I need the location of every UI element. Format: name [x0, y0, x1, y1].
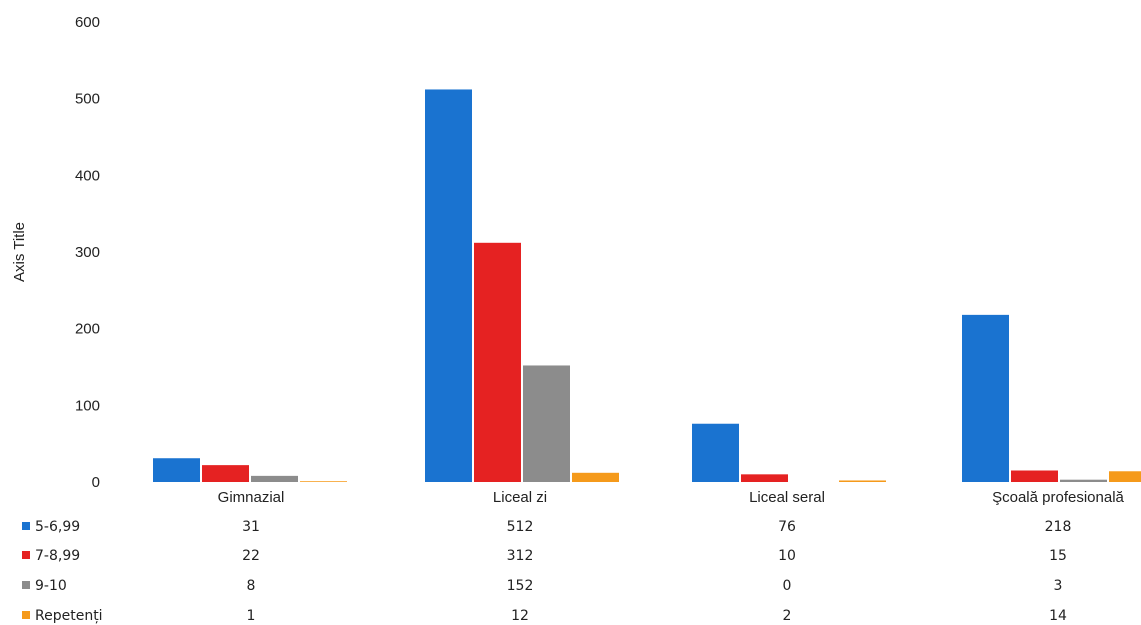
y-tick-label: 500 — [75, 91, 100, 108]
bar-9-10-4 — [1060, 479, 1107, 482]
y-tick-label: 0 — [92, 474, 100, 491]
table-cell: 1 — [247, 608, 256, 624]
category-label: Liceal seral — [749, 489, 825, 506]
legend-swatch — [22, 581, 30, 589]
bar-9-10-2 — [523, 365, 570, 482]
bar-repeten-i-1 — [300, 481, 347, 482]
bar-7-8-99-2 — [474, 242, 521, 482]
bar-5-6-99-2 — [425, 89, 472, 482]
table-cell: 12 — [511, 608, 529, 624]
table-cell: 14 — [1049, 608, 1067, 624]
bars — [153, 89, 1141, 482]
table-cell: 3 — [1054, 578, 1063, 594]
table-cell: 0 — [783, 578, 792, 594]
y-tick-label: 300 — [75, 244, 100, 261]
table-cell: 218 — [1045, 519, 1072, 535]
bar-5-6-99-1 — [153, 458, 200, 482]
bar-repeten-i-4 — [1109, 471, 1141, 482]
bar-7-8-99-3 — [741, 474, 788, 482]
table-cell: 76 — [778, 519, 796, 535]
table-cell: 10 — [778, 548, 796, 564]
bar-9-10-1 — [251, 475, 298, 482]
legend-swatch — [22, 611, 30, 619]
table-cell: 2 — [783, 608, 792, 624]
y-tick-label: 200 — [75, 321, 100, 338]
y-axis-title: Axis Title — [11, 222, 28, 282]
bar-repeten-i-2 — [572, 472, 619, 482]
y-tick-label: 100 — [75, 397, 100, 414]
legend-swatch — [22, 551, 30, 559]
bar-7-8-99-1 — [202, 465, 249, 482]
legend-label: 9-10 — [35, 578, 67, 594]
bar-5-6-99-4 — [962, 314, 1009, 482]
table-cell: 22 — [242, 548, 260, 564]
y-tick-label: 600 — [75, 14, 100, 31]
table-cell: 31 — [242, 519, 260, 535]
category-label: Şcoală profesională — [992, 489, 1124, 506]
bar-7-8-99-4 — [1011, 470, 1058, 482]
bar-5-6-99-3 — [692, 423, 739, 482]
table-cell: 312 — [507, 548, 534, 564]
table-cell: 8 — [247, 578, 256, 594]
legend-swatch — [22, 522, 30, 530]
legend-label: Repetenți — [35, 608, 103, 624]
y-axis-ticks: 0 100 200 300 400 500 600 — [75, 14, 100, 491]
table-cell: 512 — [507, 519, 534, 535]
bar-repeten-i-3 — [839, 480, 886, 482]
category-label: Gimnazial — [218, 489, 285, 506]
legend-label: 5-6,99 — [35, 519, 80, 535]
category-labels: Gimnazial Liceal zi Liceal seral Şcoală pro… — [218, 489, 1125, 506]
legend-label: 7-8,99 — [35, 548, 80, 564]
category-label: Liceal zi — [493, 489, 547, 506]
table-cell: 152 — [507, 578, 534, 594]
table-cell: 15 — [1049, 548, 1067, 564]
y-tick-label: 400 — [75, 167, 100, 184]
